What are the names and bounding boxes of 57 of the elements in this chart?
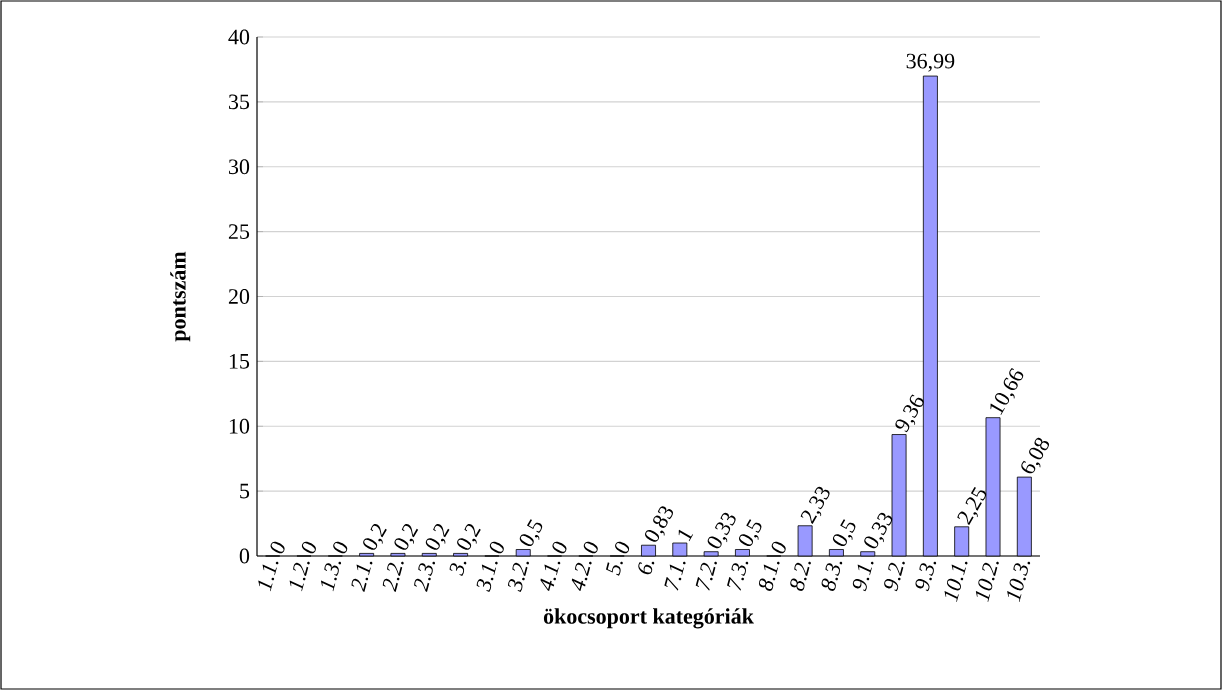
data-label: 0 [301,541,316,554]
x-tick-label: 9.3. [915,561,937,592]
x-tick-label: 3. [449,561,467,576]
x-tick-label: 10.2. [975,561,999,602]
x-tick-label: 7.2. [695,561,717,591]
x-tick-label: 10.3. [1007,561,1031,602]
x-tick-label: 2.1. [351,561,373,593]
data-label: 0 [552,541,567,554]
x-tick-label: 8.3. [821,561,843,591]
x-tick-label: 8.1. [758,561,780,591]
x-tick-label: 10.1. [944,561,968,602]
y-tick-label: 5 [240,483,250,499]
y-tick-label: 35 [229,94,250,110]
y-tick-label: 40 [228,29,250,45]
y-axis-title: pontszám [170,251,191,342]
y-tick-label: 15 [229,354,250,369]
x-tick-label: 9.2. [884,561,905,592]
x-tick-label: 2.3. [414,561,436,593]
y-tick-label: 30 [229,159,250,175]
x-tick-label: 1.1. [258,561,279,592]
data-label: 0,2 [425,523,450,550]
data-label: 0 [270,541,285,554]
data-label: 0 [333,541,348,554]
data-label: 0,2 [457,523,481,550]
data-label: 0,33 [707,512,736,549]
x-tick-label: 4.2. [571,561,592,592]
data-label: 0,2 [363,523,387,550]
y-tick-label: 10 [229,418,250,434]
x-tick-label: 1.3. [320,561,342,592]
data-label: 0 [615,541,630,554]
data-label: 0,2 [394,523,419,550]
y-tick-label: 25 [228,224,250,240]
x-tick-label: 7.3. [727,561,749,591]
data-label: 0,5 [832,519,856,546]
x-tick-label: 3.1. [476,561,498,592]
x-tick-label: 9.1. [852,561,874,592]
x-tick-label: 3.2. [508,561,529,592]
data-label: 0 [489,541,504,554]
x-tick-label: 4.1. [540,561,561,592]
data-label: 36,99 [906,53,955,72]
data-label: 0 [771,541,786,554]
data-label: 0,33 [864,512,893,549]
data-label: 1 [678,529,694,542]
data-label: 6,08 [1021,437,1050,474]
x-tick-label: 2.2. [382,561,404,593]
x-tick-label: 7.1. [664,561,686,591]
x-tick-label: 5. [605,561,623,576]
data-label: 0,83 [645,506,673,542]
x-tick-label: 8.2. [790,561,811,591]
y-tick-label: 20 [228,289,250,304]
data-label: 0,5 [738,519,762,546]
x-tick-label: 1.2. [289,561,310,592]
x-axis-title: ökocsoport kategóriák [543,608,754,629]
data-label: 0 [583,541,598,554]
data-label: 0,5 [519,519,543,546]
x-tick-label: 6. [638,561,655,575]
y-tick-label: 0 [239,548,250,564]
